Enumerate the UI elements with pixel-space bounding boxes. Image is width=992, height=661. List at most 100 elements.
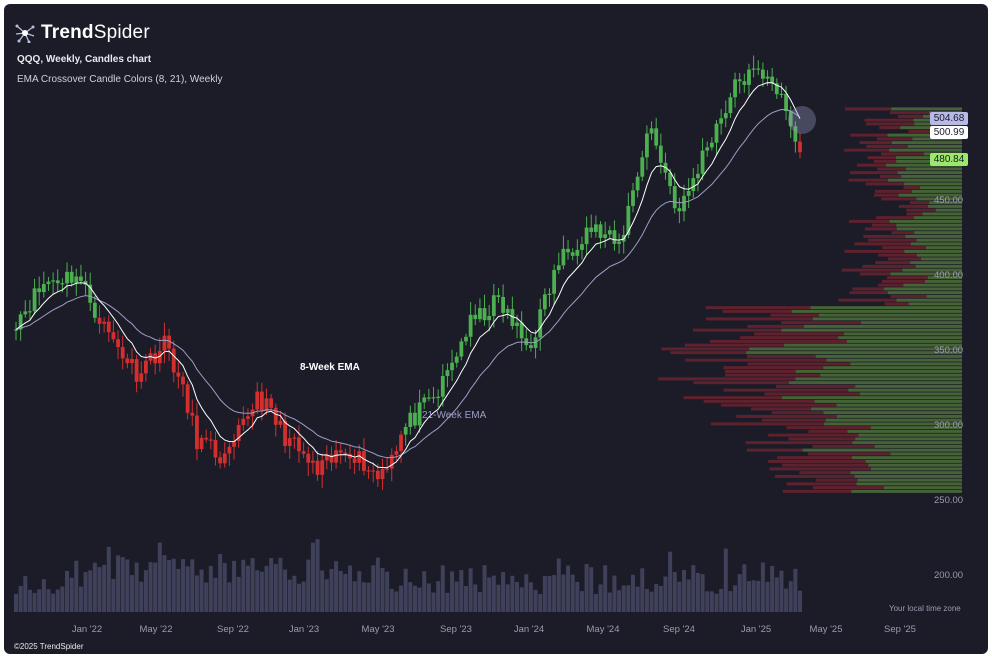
volume-bar bbox=[635, 586, 640, 612]
y-axis-tick-label: 450.00 bbox=[934, 195, 963, 206]
profile-bar-sell bbox=[891, 231, 915, 235]
candle-body bbox=[547, 293, 552, 295]
profile-bar-buy bbox=[781, 328, 962, 332]
x-axis-tick-label: Jan '24 bbox=[514, 624, 544, 635]
profile-bar-buy bbox=[815, 354, 962, 358]
candle-body bbox=[672, 186, 677, 209]
candle-body bbox=[728, 97, 733, 114]
candle-body bbox=[524, 338, 529, 346]
volume-bar bbox=[417, 587, 422, 612]
price-chart[interactable]: 200.00 250.00 300.00 350.00 400.00 450.00 Jan … bbox=[4, 4, 988, 654]
volume-bar bbox=[515, 581, 520, 612]
candle-body bbox=[204, 437, 209, 440]
profile-bar-buy bbox=[907, 144, 962, 148]
candle-body bbox=[292, 437, 297, 439]
candle-body bbox=[496, 295, 501, 297]
profile-bar-sell bbox=[750, 407, 812, 411]
profile-bar-sell bbox=[720, 403, 837, 407]
volume-bar bbox=[746, 581, 751, 612]
volume-bar bbox=[241, 559, 246, 612]
candle-body bbox=[37, 288, 42, 293]
profile-bar-buy bbox=[914, 231, 962, 235]
volume-bar bbox=[779, 570, 784, 612]
volume-bar bbox=[598, 584, 603, 612]
candle-body bbox=[519, 322, 524, 339]
volume-bar bbox=[640, 568, 645, 612]
candle-body bbox=[380, 469, 385, 480]
profile-bar-buy bbox=[851, 456, 962, 460]
volume-bar bbox=[463, 585, 468, 612]
crossover-highlight bbox=[788, 106, 816, 134]
candle-body bbox=[357, 451, 362, 463]
volume-bar bbox=[334, 561, 339, 612]
candle-body bbox=[473, 314, 478, 320]
volume-bar bbox=[385, 571, 390, 612]
candle-body bbox=[338, 450, 343, 453]
candle-body bbox=[575, 249, 580, 256]
profile-bar-buy bbox=[852, 441, 962, 445]
candle-body bbox=[700, 150, 705, 174]
volume-bar bbox=[473, 584, 478, 612]
candle-body bbox=[589, 227, 594, 232]
volume-bar bbox=[682, 569, 687, 612]
candle-body bbox=[649, 128, 654, 134]
profile-bar-sell bbox=[865, 122, 915, 126]
profile-bar-buy bbox=[897, 171, 962, 175]
profile-bar-buy bbox=[910, 242, 962, 246]
candle-body bbox=[55, 280, 60, 284]
y-axis-tick-label: 400.00 bbox=[934, 270, 963, 281]
volume-bar bbox=[278, 557, 283, 612]
candles bbox=[14, 55, 802, 490]
candle-body bbox=[696, 173, 700, 179]
candle-body bbox=[51, 280, 56, 282]
volume-bar bbox=[482, 565, 487, 612]
volume-bar bbox=[556, 558, 561, 612]
profile-bar-buy bbox=[861, 321, 962, 325]
profile-bar-buy bbox=[913, 216, 962, 220]
volume-bar bbox=[723, 548, 728, 612]
candle-body bbox=[635, 176, 640, 191]
volume-bar bbox=[705, 591, 710, 612]
candle-body bbox=[139, 373, 144, 382]
volume-bar bbox=[533, 589, 538, 612]
candle-body bbox=[436, 396, 441, 398]
profile-bar-sell bbox=[722, 309, 792, 313]
volume-bar bbox=[23, 576, 28, 612]
volume-bar bbox=[528, 582, 533, 612]
volume-bar bbox=[751, 580, 756, 612]
profile-bar-buy bbox=[889, 219, 962, 223]
volume-bar bbox=[579, 591, 584, 612]
volume-bar bbox=[575, 581, 580, 612]
candle-body bbox=[375, 470, 380, 480]
profile-bar-sell bbox=[867, 156, 896, 160]
volume-bar bbox=[412, 585, 417, 612]
volume-bar bbox=[185, 566, 190, 612]
volume-bar bbox=[584, 564, 589, 612]
volume-bar bbox=[798, 590, 802, 612]
x-axis-tick-label: Jan '22 bbox=[72, 624, 102, 635]
candle-body bbox=[593, 224, 598, 232]
profile-bar-buy bbox=[850, 471, 962, 475]
volume-bar bbox=[83, 572, 88, 612]
profile-bar-sell bbox=[709, 339, 847, 343]
candle-body bbox=[482, 308, 487, 321]
volume-bar bbox=[296, 583, 301, 612]
candle-body bbox=[487, 316, 492, 321]
volume-bar bbox=[171, 558, 176, 612]
indicator-legend[interactable]: EMA Crossover Candle Colors (8, 21), Wee… bbox=[17, 74, 223, 85]
volume-bar bbox=[524, 574, 529, 612]
volume-bar bbox=[60, 586, 65, 612]
volume-bar bbox=[310, 542, 315, 612]
candle-body bbox=[756, 68, 761, 70]
profile-bar-sell bbox=[906, 208, 936, 212]
candle-body bbox=[60, 283, 65, 285]
ema8-line bbox=[15, 82, 801, 469]
candle-body bbox=[92, 302, 97, 318]
candle-body bbox=[542, 294, 547, 310]
profile-bar-buy bbox=[908, 302, 962, 306]
profile-bar-buy bbox=[802, 448, 962, 452]
profile-bar-buy bbox=[927, 276, 962, 280]
profile-bar-sell bbox=[878, 283, 904, 287]
profile-bar-sell bbox=[807, 452, 891, 456]
volume-bar bbox=[468, 568, 473, 612]
